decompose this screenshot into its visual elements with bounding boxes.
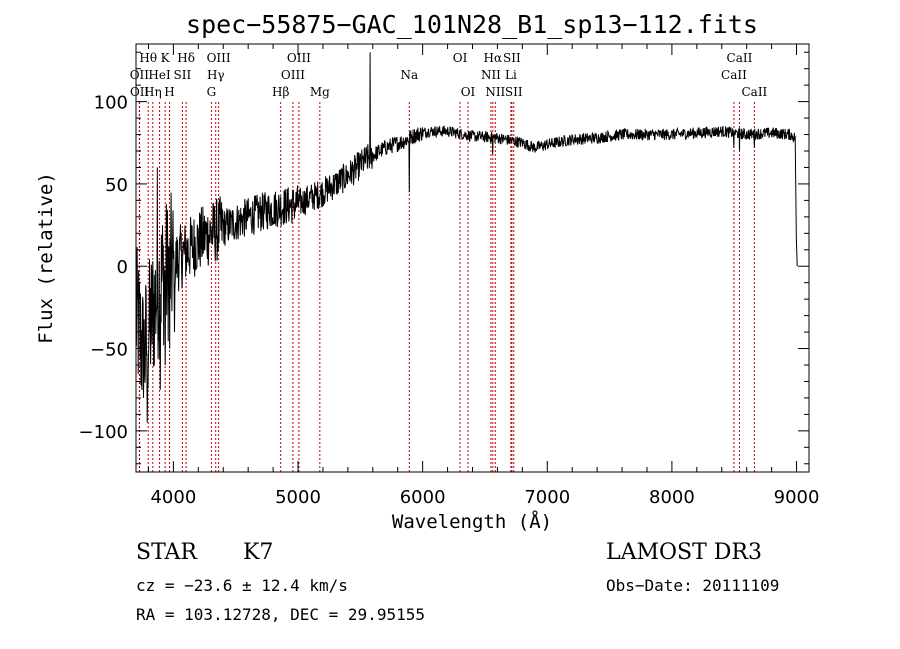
line-label: H (164, 85, 174, 99)
object-subclass: K7 (243, 540, 273, 565)
y-tick-label: 100 (94, 93, 128, 114)
line-label: OIII (207, 51, 231, 65)
y-tick-label: 50 (105, 175, 128, 196)
line-label: K (161, 51, 171, 65)
y-axis-label: Flux (relative) (35, 172, 57, 344)
y-tick-label: 0 (117, 257, 128, 278)
line-label: OI (461, 85, 476, 99)
redshift-cz: cz = −23.6 ± 12.4 km/s (136, 576, 348, 595)
line-label: OIII (281, 68, 305, 82)
line-label: SII (503, 51, 521, 65)
x-tick-label: 8000 (649, 487, 695, 508)
survey-name: LAMOST DR3 (606, 540, 762, 565)
line-label: SII (174, 68, 192, 82)
line-label: OII (130, 68, 150, 82)
coordinates: RA = 103.12728, DEC = 29.95155 (136, 605, 425, 624)
y-axis: −100 −50 0 50 100 (79, 51, 809, 465)
line-label: OII (130, 85, 150, 99)
x-tick-label: 6000 (400, 487, 446, 508)
line-label: OI (453, 51, 468, 65)
x-tick-label: 5000 (275, 487, 321, 508)
x-tick-label: 7000 (524, 487, 570, 508)
line-label: SII (505, 85, 523, 99)
line-label: Hη (144, 85, 162, 99)
line-label: Hθ (139, 51, 157, 65)
line-label: Hα (484, 51, 503, 65)
line-label: OIII (287, 51, 311, 65)
line-label: G (207, 85, 217, 99)
line-label: Na (400, 68, 418, 82)
line-label: CaII (721, 68, 747, 82)
x-axis: 4000 5000 6000 7000 8000 9000 (147, 44, 820, 508)
line-label: Hγ (207, 68, 225, 82)
chart-title: spec−55875−GAC_101N28_B1_sp13−112.fits (186, 10, 758, 39)
line-label: Hβ (272, 85, 289, 99)
y-tick-label: −100 (79, 422, 128, 443)
spectral-line-markers (138, 102, 755, 472)
x-tick-label: 4000 (150, 487, 196, 508)
object-class: STAR (136, 540, 198, 565)
line-label: CaII (741, 85, 767, 99)
y-tick-label: −50 (90, 340, 128, 361)
plot-frame (135, 43, 810, 473)
line-label: NII (485, 85, 505, 99)
spectrum-series-line (135, 52, 798, 423)
line-label: Hδ (177, 51, 195, 65)
line-label: NII (481, 68, 501, 82)
line-label: Li (505, 68, 517, 82)
line-label: Mg (310, 85, 330, 99)
line-label: HeI (148, 68, 171, 82)
line-label: CaII (727, 51, 753, 65)
x-tick-label: 9000 (774, 487, 820, 508)
observation-date: Obs−Date: 20111109 (606, 576, 779, 595)
x-axis-label: Wavelength (Å) (392, 510, 552, 533)
